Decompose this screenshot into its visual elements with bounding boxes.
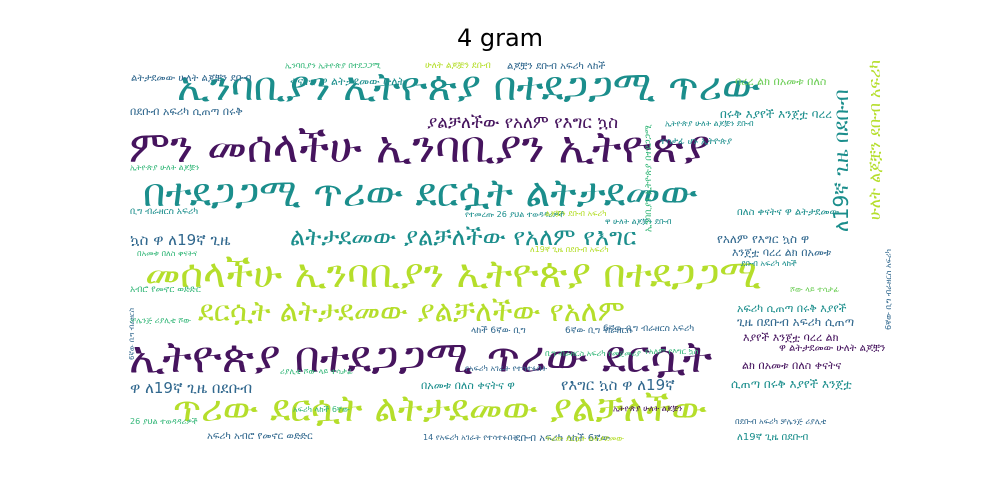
cloud-word-vertical: 6ኛው ቢግ ብራዘርስ <box>128 307 136 360</box>
cloud-word: ኢትዮጵያ በተደጋጋሚ ጥሪው ደርሷት <box>129 332 713 383</box>
cloud-word: በተደጋጋሚ ጥሪው ደርሷት ልትታደመው <box>143 171 698 216</box>
cloud-word: ሾው ላይ ተሳታፊ <box>790 285 840 294</box>
cloud-word: የተመረጡ 26 ያህል ተወዳዳሪዎች <box>465 210 565 219</box>
cloud-word: አፍሪካ ላከች 6ኛው <box>293 405 350 414</box>
cloud-word: ኢትዮጵያ ሁለት ልጆቿን <box>130 163 200 172</box>
cloud-word: የአለም የእግር ኳስ ዋ <box>717 232 810 246</box>
cloud-word: አብሮ የመኖር ወድድር <box>130 285 201 295</box>
figure-title: 4 gram <box>456 24 544 52</box>
cloud-word: ያልቻለችው የአለም የእግር ኳስ <box>427 113 619 133</box>
cloud-word: 6ኛው ቢግ ብራዘርስ አፍሪካ <box>603 324 695 334</box>
cloud-word: ጥሪው ደርሷት ልትታደመው <box>545 434 624 443</box>
cloud-word: 14 የአፍሪካ አገራት የተሳተፉበት <box>423 433 518 442</box>
cloud-word: ሲጠጣ በሩቅ እያየች እንጀቷ <box>731 377 852 391</box>
cloud-word: ቢግ ብራዘርስ አፍሪካ የመጀመሪያ <box>545 349 642 358</box>
cloud-word: የእግር ኳስ ዋ ለ19ኛ <box>561 376 675 394</box>
cloud-word: እያየች እንጀቷ ባረረ ልክ <box>743 331 839 344</box>
cloud-word: ላከች 6ኛው ቢግ <box>471 326 526 336</box>
cloud-word: ዋ ለ19ኛ ጊዜ በደቡብ <box>130 379 253 397</box>
cloud-word: የአለም የእግር ኳስ <box>645 347 699 356</box>
cloud-word: 26 ያህል ተወዳዳሪዎች <box>130 417 198 426</box>
cloud-word: በደቡብ አፍሪካ ሲጠጣ በሩቅ <box>130 105 243 118</box>
cloud-word: ልጆቿን ደቡብ አፍሪካ ላከች <box>507 61 606 72</box>
cloud-word-vertical: ለ19ኛ ጊዜ በደቡብ <box>829 89 853 232</box>
cloud-word: መሰላችሁ ኢንባቢያን ኢትዮጵያ በተደጋጋሚ <box>145 252 762 297</box>
cloud-word: በደቡብ አፍሪካ ቻሌንጅ ሪያሊቲ <box>735 417 827 426</box>
cloud-word: ልክ በአመቱ በለስ ቀናትና <box>742 359 842 372</box>
cloud-word: ኢትዮጵያ ሁለት ልጆቿን ደቡብ <box>665 119 754 128</box>
cloud-word: ኢትዮጵያ ሁለት ልጆቿን <box>613 404 683 413</box>
cloud-word: የአፍሪካ አገራት የተሳተፉበት <box>465 364 548 373</box>
cloud-word: ጊዜ በደቡብ አፍሪካ ሲጠጣ <box>737 315 855 329</box>
cloud-word: ደርሷት ልትታደመው ያልቻለችው የአለም <box>198 294 625 328</box>
cloud-word: ለ19ኛ ጊዜ በደቡብ አፍሪካ <box>530 245 609 254</box>
cloud-word-vertical: ሁለት ልጆቿን ደቡብ አፍሪካ <box>865 60 884 220</box>
cloud-word: በአመቱ በለስ ቀናትና <box>137 249 198 258</box>
cloud-word: ኳስ ዋ ለ19ኛ ጊዜ <box>130 231 231 249</box>
cloud-word: ደቡብ አፍሪካ ላከች <box>741 259 797 268</box>
cloud-word: አፍሪካ አብሮ የመኖር ወድድር <box>207 431 313 442</box>
cloud-word: ደቡብ አፍሪካ ላከች 6ኛው <box>515 433 611 444</box>
cloud-word: ቢግ ብራዘርስ አፍሪካ <box>130 207 199 217</box>
cloud-word: ሪያሊቲ ሾው ላይ ተሳታፊ <box>280 367 353 376</box>
cloud-word: በሩቅ እያየች እንጀቷ ባረረ <box>720 107 832 121</box>
cloud-word: ዋ ልትታደመው ሁለት ልጆቿን <box>779 343 886 354</box>
cloud-word: ሁለት ልጆቿን ደቡብ <box>425 61 491 71</box>
cloud-word: ልትታደመው ሁለት ልጆቿን ደቡብ <box>131 73 252 84</box>
cloud-word: ባረረ ልክ በአመቱ በለስ <box>735 75 827 88</box>
word-cloud: ኢንባቢያን ኢትዮጵያ በተደጋጋሚ ጥሪው ምን መሰላችሁ ኢንባቢያን … <box>125 60 900 448</box>
cloud-word: 6ኛው ቢግ ብራዘርስ <box>565 326 632 336</box>
cloud-word: ኢንባቢያን ኢትዮጵያ በተደጋጋሚ ጥሪው <box>177 64 761 110</box>
cloud-word-vertical: ኢንባቢያን ኢትዮጵያ በተደጋጋሚ <box>644 124 654 232</box>
cloud-word: ቀናትና ዋ ልትታደመው ሁለት <box>290 75 406 88</box>
cloud-word: አፍሪካ ሲጠጣ በሩቅ እያየች <box>737 302 847 315</box>
cloud-word: ተሳታፊ ሆኑ ኢትዮጵያ <box>660 137 733 147</box>
cloud-word: ቻሌንጅ ሪያሊቲ ሾው <box>130 316 191 325</box>
cloud-word-vertical: 6ኛው ቢግ ብራዘርስ አፍሪካ <box>884 249 893 330</box>
cloud-word: ልጆቿን ደቡብ አፍሪካ <box>545 209 607 218</box>
cloud-word: ዋ ሁለት ልጆቿን ደቡብ <box>605 217 672 226</box>
cloud-word: ምን መሰላችሁ ኢንባቢያን ኢትዮጵያ <box>129 122 711 173</box>
cloud-word: ጥሪው ደርሷት ልትታደመው ያልቻለችው <box>173 387 707 430</box>
cloud-word: ለ19ኛ ጊዜ በደቡብ <box>737 432 809 443</box>
cloud-word: ልትታደመው ያልቻለችው የአለም የእግር <box>290 223 637 251</box>
cloud-word: እንጀቷ ባረረ ልክ በአመቱ <box>732 246 832 259</box>
cloud-word: ኢንባቢያን ኢትዮጵያ በተደጋጋሚ <box>285 61 381 70</box>
cloud-word: በአመቱ በለስ ቀናትና ዋ <box>421 379 515 392</box>
cloud-word: በለስ ቀናትና ዋ ልትታደመው <box>737 207 840 218</box>
